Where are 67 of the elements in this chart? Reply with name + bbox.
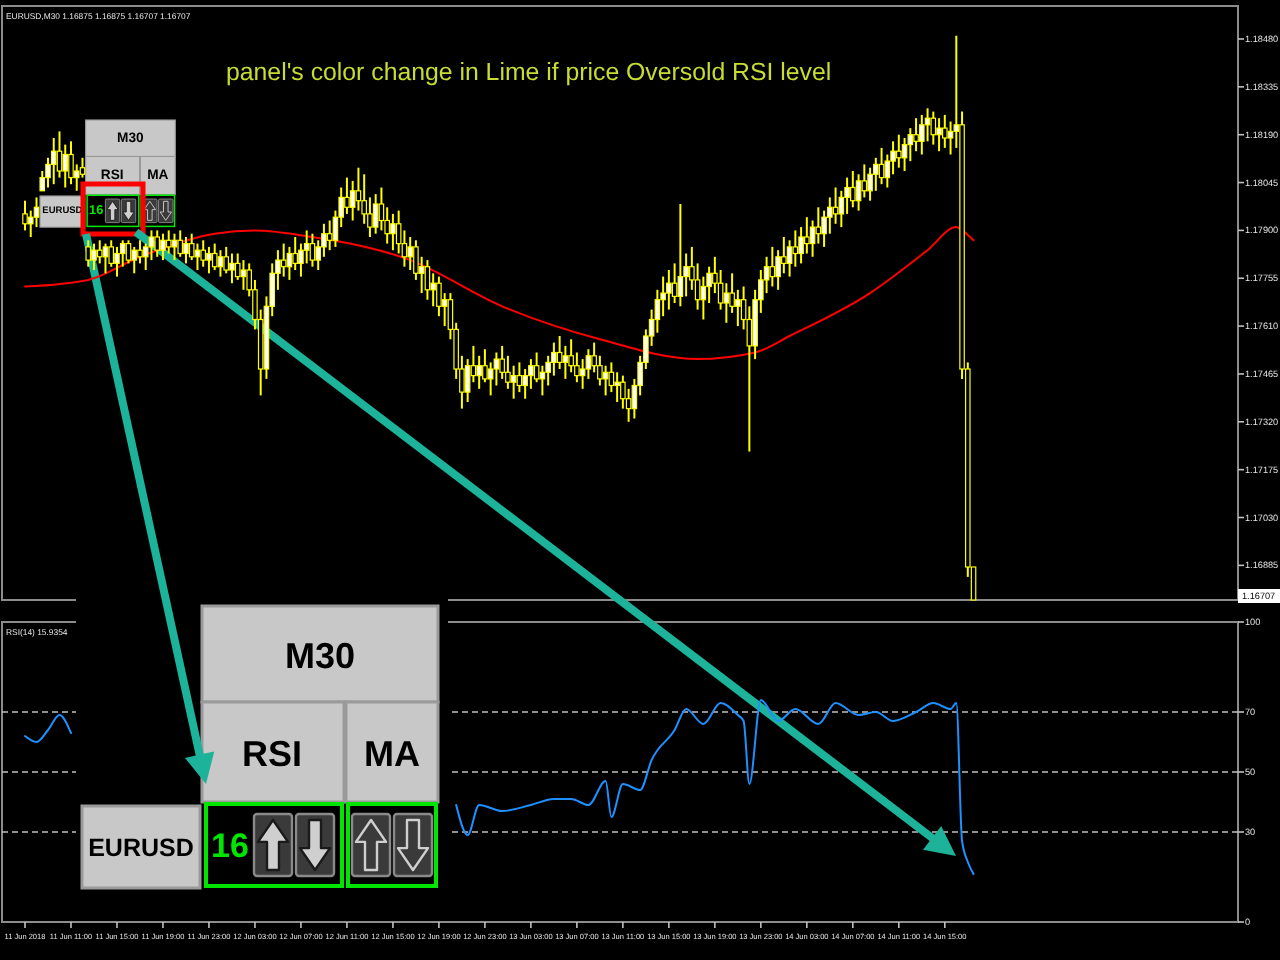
candlestick bbox=[229, 252, 235, 285]
candlestick bbox=[217, 249, 224, 278]
candlestick bbox=[493, 351, 500, 387]
candlestick bbox=[206, 245, 212, 275]
candlestick bbox=[292, 236, 298, 271]
text: 16 bbox=[211, 827, 249, 865]
candlestick bbox=[568, 338, 574, 374]
candlestick bbox=[280, 242, 287, 278]
candlestick bbox=[171, 232, 178, 262]
candlestick bbox=[936, 117, 942, 153]
candlestick bbox=[735, 288, 741, 328]
candlestick bbox=[137, 239, 143, 265]
candlestick bbox=[602, 364, 609, 397]
candlestick bbox=[614, 371, 620, 403]
candlestick bbox=[344, 176, 350, 215]
candlestick bbox=[200, 239, 207, 268]
candlestick bbox=[487, 361, 494, 397]
candlestick bbox=[62, 143, 69, 189]
line-series bbox=[24, 226, 975, 361]
candlestick bbox=[390, 212, 396, 252]
candlestick bbox=[510, 364, 517, 400]
candlestick bbox=[326, 219, 333, 252]
candlestick bbox=[148, 229, 155, 262]
candlestick bbox=[850, 170, 856, 209]
button: M30 bbox=[200, 604, 440, 704]
candlestick bbox=[942, 113, 948, 149]
candlestick bbox=[666, 269, 672, 311]
candlestick bbox=[114, 245, 120, 278]
candlestick bbox=[50, 137, 57, 186]
button: EURUSD bbox=[80, 804, 202, 890]
candlestick bbox=[183, 236, 189, 265]
candlestick bbox=[919, 113, 925, 156]
candlestick bbox=[476, 354, 482, 390]
candlestick bbox=[309, 232, 316, 268]
candlestick bbox=[804, 216, 810, 255]
candlestick bbox=[913, 117, 919, 153]
candlestick bbox=[160, 232, 166, 262]
annotation: panel's color change in Lime if price Oversold RSI level bbox=[226, 58, 832, 86]
candlestick bbox=[85, 239, 92, 268]
candlestick bbox=[125, 239, 132, 265]
candlestick bbox=[91, 242, 97, 271]
candlestick bbox=[930, 110, 937, 146]
candlestick bbox=[131, 245, 138, 275]
candlestick bbox=[832, 186, 839, 225]
candlestick bbox=[436, 275, 442, 318]
candlestick bbox=[781, 236, 787, 275]
candlestick bbox=[562, 344, 569, 380]
candlestick bbox=[896, 133, 902, 169]
candlestick bbox=[240, 259, 247, 291]
candlestick bbox=[33, 196, 40, 229]
candlestick bbox=[372, 193, 379, 235]
candlestick bbox=[430, 272, 436, 308]
candlestick bbox=[177, 229, 184, 258]
candlestick bbox=[769, 245, 776, 288]
candlestick bbox=[102, 242, 109, 275]
candlestick bbox=[188, 232, 195, 262]
candlestick bbox=[677, 203, 684, 308]
candlestick bbox=[223, 245, 229, 275]
candlestick bbox=[867, 166, 873, 202]
candlestick bbox=[22, 199, 28, 232]
candlestick bbox=[211, 242, 218, 271]
button: MA bbox=[344, 700, 440, 804]
candlestick bbox=[68, 140, 74, 186]
candlestick bbox=[96, 239, 103, 265]
button: RSI bbox=[200, 700, 346, 804]
candlestick bbox=[407, 236, 413, 271]
candlestick bbox=[516, 361, 523, 394]
